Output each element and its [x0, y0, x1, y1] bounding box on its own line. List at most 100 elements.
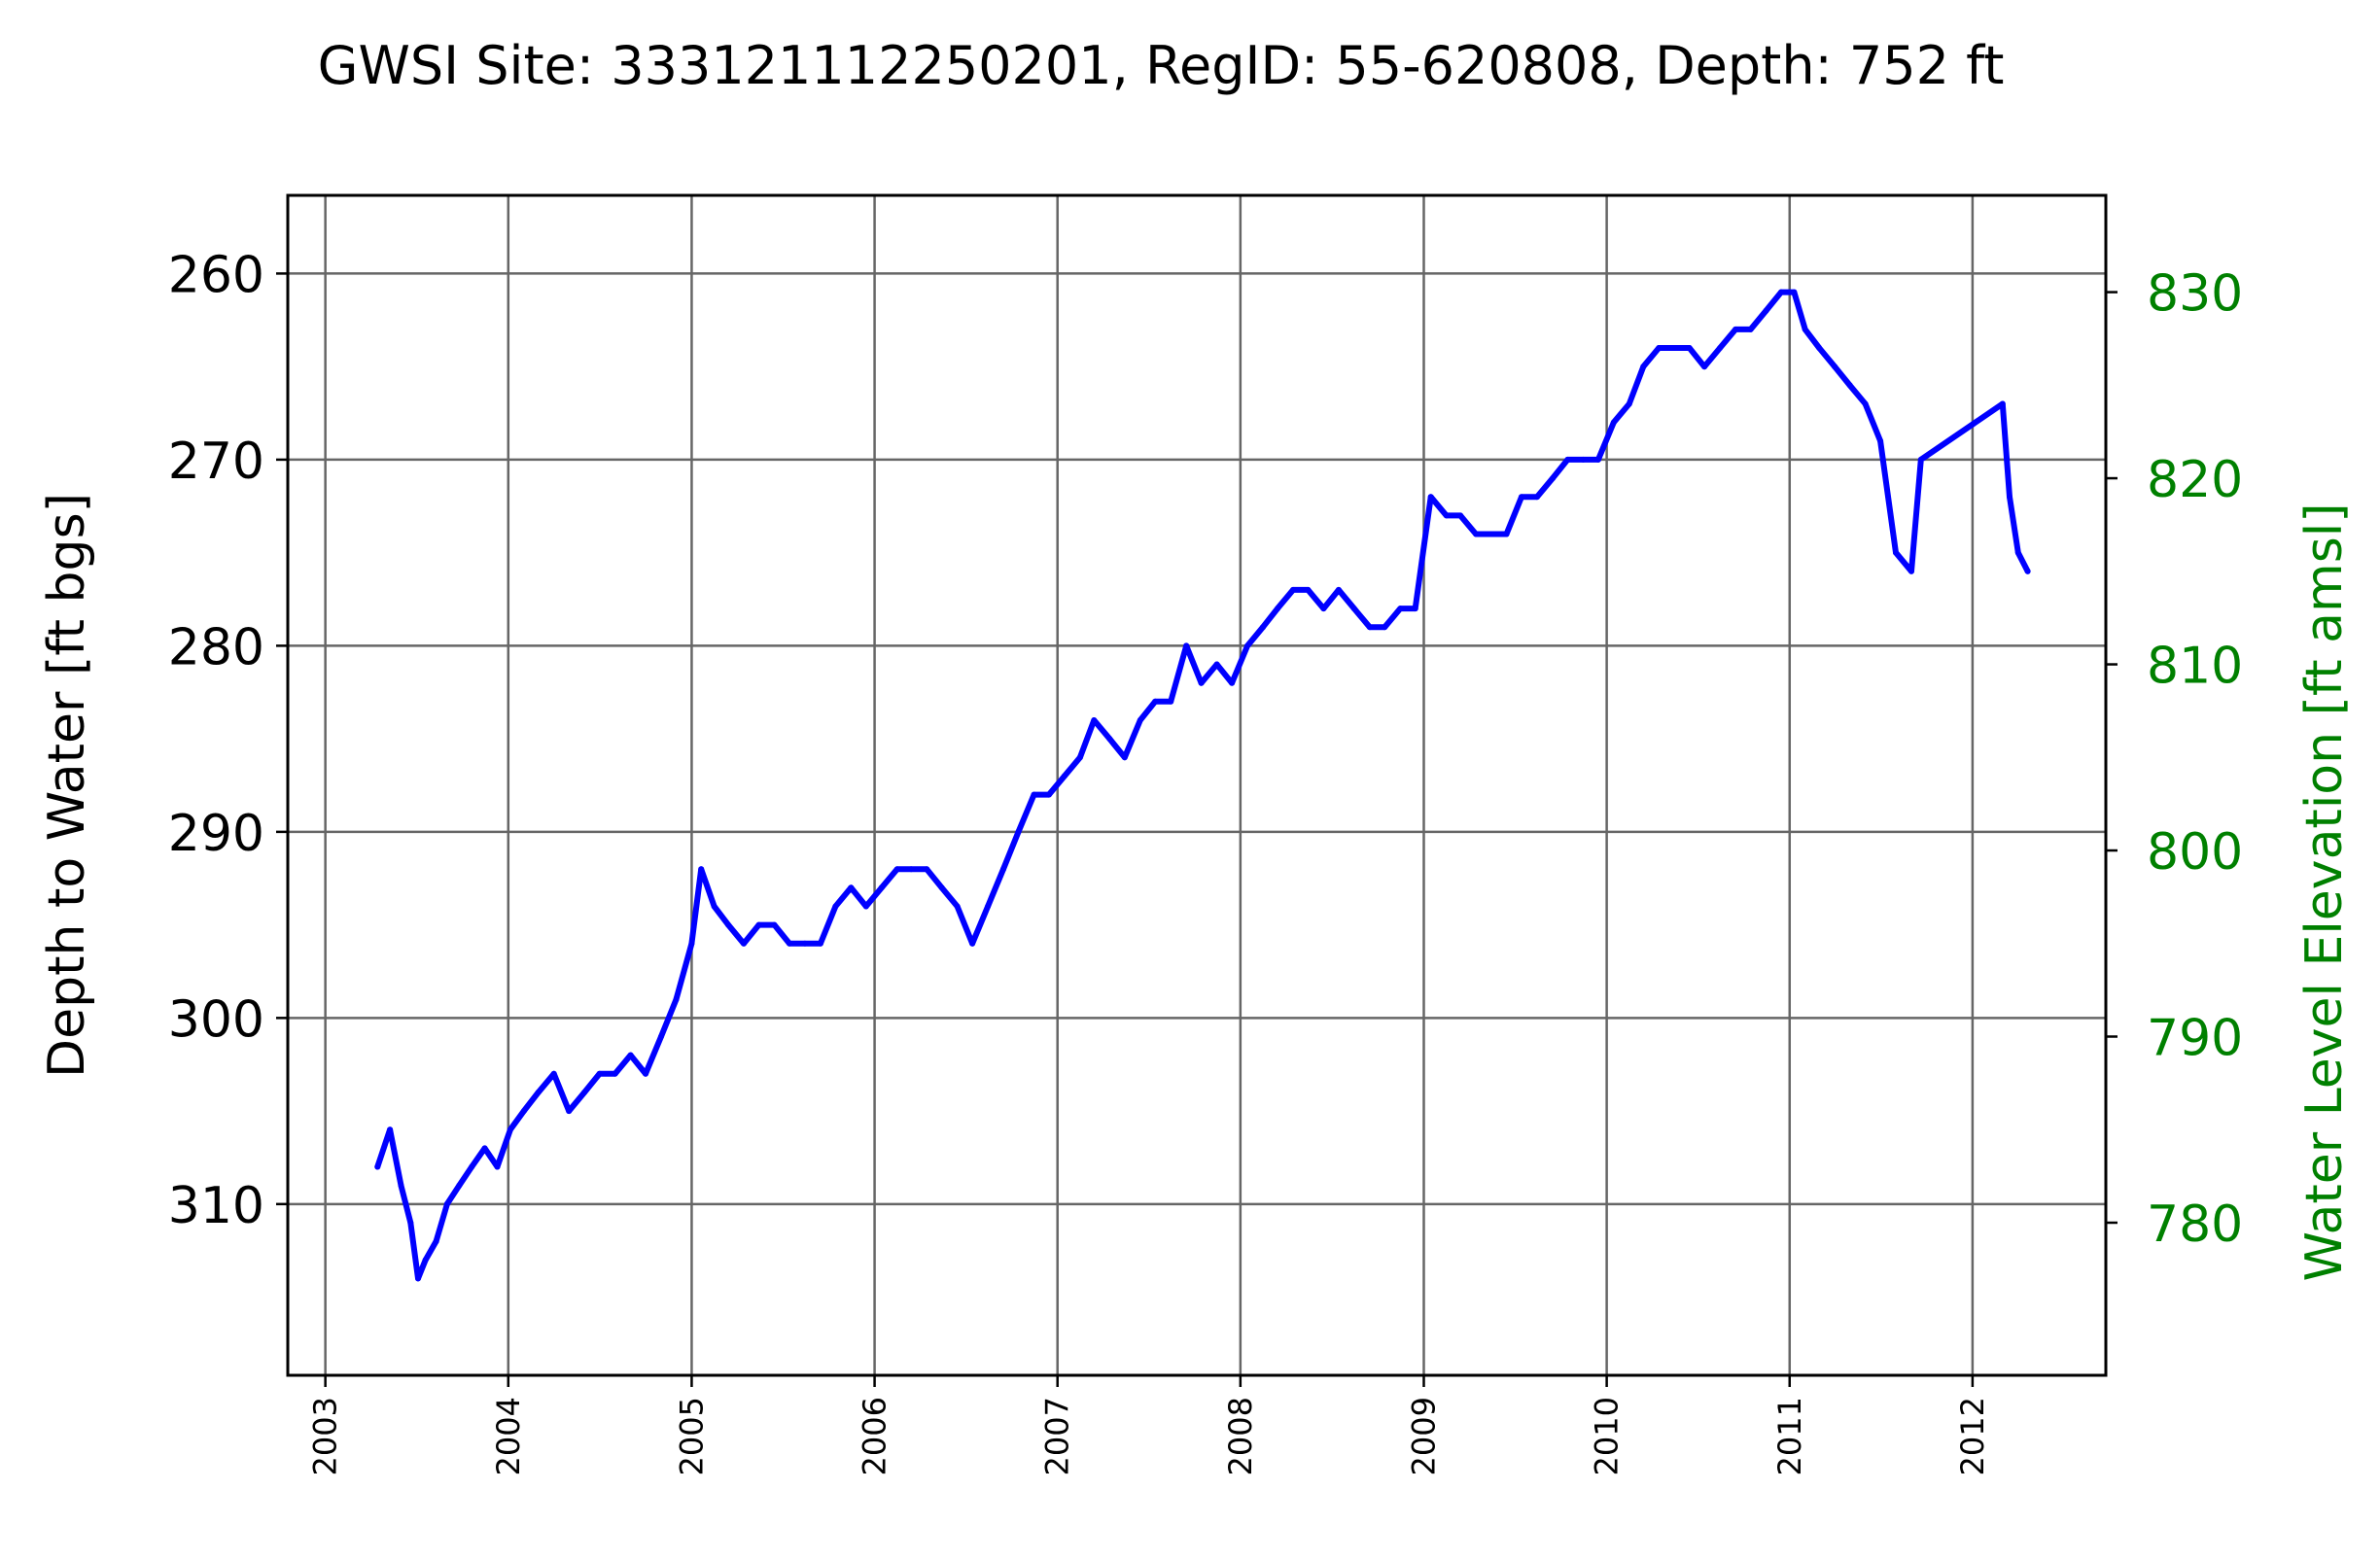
data-point	[688, 940, 695, 947]
data-point	[1091, 717, 1098, 723]
data-point	[1832, 364, 1838, 370]
data-point	[1816, 345, 1823, 351]
x-tick-label: 2009	[1405, 1397, 1442, 1475]
data-point	[1846, 382, 1853, 389]
data-point	[817, 940, 823, 947]
data-point	[643, 1070, 648, 1077]
data-point	[1275, 606, 1280, 612]
data-point	[1198, 679, 1205, 686]
data-point	[832, 903, 839, 910]
data-point	[771, 921, 778, 928]
data-point	[969, 940, 976, 947]
data-point	[1350, 606, 1357, 612]
y-tick-label: 290	[168, 805, 264, 863]
data-point	[1519, 494, 1524, 501]
data-point	[2014, 549, 2021, 556]
data-point	[1656, 345, 1662, 351]
data-point	[1260, 624, 1266, 631]
data-point	[596, 1070, 603, 1077]
data-point	[481, 1145, 488, 1152]
y2-tick-label: 810	[2147, 638, 2243, 696]
data-point	[1443, 512, 1450, 519]
data-point	[581, 1089, 588, 1095]
data-point	[893, 866, 900, 873]
data-point	[1335, 586, 1342, 593]
data-point	[1229, 679, 1236, 686]
data-point	[1152, 698, 1159, 705]
data-point	[2024, 568, 2031, 574]
y2-tick-label: 780	[2147, 1195, 2243, 1254]
data-point	[1747, 326, 1754, 332]
x-tick-label: 2008	[1222, 1397, 1259, 1475]
data-point	[1877, 437, 1884, 444]
data-point	[1244, 642, 1251, 649]
data-point	[1610, 419, 1617, 426]
y-tick-label: 300	[168, 990, 264, 1049]
data-point	[755, 921, 762, 928]
data-point	[612, 1070, 618, 1077]
y2-tick-label: 800	[2147, 823, 2243, 882]
data-point	[1917, 456, 1924, 463]
data-point	[1580, 456, 1587, 463]
x-tick-label: 2010	[1589, 1397, 1626, 1475]
x-tick-label: 2006	[857, 1397, 893, 1475]
data-point	[1893, 549, 1899, 556]
data-point	[507, 1126, 513, 1133]
x-tick-label: 2005	[673, 1397, 710, 1475]
data-point	[1061, 773, 1068, 780]
y-axis-label: Depth to Water [ft bgs]	[38, 493, 96, 1078]
data-point	[1862, 400, 1869, 407]
plot-frame	[286, 193, 2108, 1377]
data-point	[1213, 661, 1220, 668]
data-point	[627, 1052, 634, 1058]
data-point	[801, 940, 808, 947]
x-tick-label: 2011	[1771, 1397, 1808, 1475]
data-point	[1701, 364, 1708, 370]
data-point	[985, 903, 992, 910]
data-point	[848, 884, 855, 891]
data-point	[2007, 494, 2012, 501]
data-point	[1076, 754, 1083, 761]
data-point	[1670, 345, 1677, 351]
y-tick-label: 310	[168, 1177, 264, 1235]
data-point	[1457, 512, 1464, 519]
data-point	[415, 1275, 421, 1282]
data-point	[520, 1108, 527, 1115]
data-point	[1503, 531, 1510, 537]
y-tick-label: 270	[168, 433, 264, 491]
data-point	[1550, 475, 1556, 482]
y-tick-label: 260	[168, 246, 264, 304]
data-point	[954, 903, 961, 910]
y-tick-label: 280	[168, 618, 264, 676]
data-point	[1778, 289, 1784, 295]
data-point	[398, 1182, 404, 1189]
data-point	[1412, 606, 1418, 612]
data-point	[1686, 345, 1693, 351]
data-point	[456, 1182, 463, 1189]
data-point	[1305, 586, 1312, 593]
data-point	[1320, 606, 1327, 612]
data-point	[1732, 326, 1739, 332]
data-point	[422, 1257, 429, 1264]
data-point	[1168, 698, 1174, 705]
data-point	[711, 903, 718, 910]
data-point	[698, 866, 705, 873]
data-point	[1137, 717, 1143, 723]
data-point	[1717, 345, 1724, 351]
data-point	[862, 903, 869, 910]
data-point	[535, 1089, 542, 1095]
x-tick-label: 2004	[490, 1397, 527, 1475]
data-point	[1397, 606, 1404, 612]
data-point	[1626, 400, 1632, 407]
data-point	[469, 1163, 475, 1170]
data-point	[1366, 624, 1373, 631]
data-point	[550, 1070, 557, 1077]
y2-axis-label: Water Level Elevation [ft amsl]	[2295, 502, 2354, 1281]
y2-tick-label: 790	[2147, 1010, 2243, 1068]
data-point	[1908, 568, 1914, 574]
data-point	[1121, 754, 1128, 761]
data-point	[924, 866, 930, 873]
data-point	[725, 921, 732, 928]
